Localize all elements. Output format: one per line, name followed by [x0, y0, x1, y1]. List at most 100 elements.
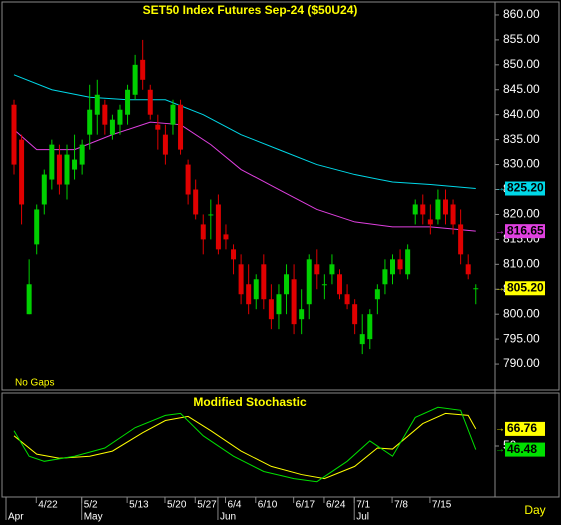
y-tick-label: 860.00: [503, 7, 540, 21]
candle-body: [102, 104, 108, 125]
value-label-bg: [505, 421, 545, 436]
candle-body: [321, 284, 327, 286]
candle-body: [367, 314, 373, 340]
y-tick-label: 830.00: [503, 157, 540, 171]
candle-body: [200, 224, 206, 240]
candle-body: [185, 164, 191, 195]
x-tick-label: 7/1: [356, 500, 370, 511]
candle-body: [261, 264, 267, 300]
candle-body: [56, 154, 62, 185]
candle-body: [458, 224, 464, 255]
label-arrow: →: [495, 226, 505, 237]
value-label: 816.65: [507, 223, 544, 237]
candle-body: [442, 199, 448, 215]
y-tick-label: 810.00: [503, 256, 540, 270]
value-label: 66.76: [507, 421, 537, 435]
candle-body: [26, 284, 32, 315]
x-tick-label: 5/20: [167, 500, 187, 511]
candle-body: [450, 204, 456, 225]
candle-body: [155, 124, 161, 130]
candle-body: [193, 189, 199, 215]
candle-body: [34, 209, 40, 245]
label-arrow: →: [495, 424, 505, 435]
stoch-title: Modified Stochastic: [193, 395, 307, 409]
candle-body: [147, 89, 153, 115]
chart-title: SET50 Index Futures Sep-24 ($50U24): [143, 3, 358, 17]
candle-body: [49, 144, 55, 180]
x-tick-label: 7/8: [394, 500, 408, 511]
candle-body: [64, 154, 70, 185]
candle-body: [276, 294, 282, 315]
label-arrow: →: [495, 283, 505, 294]
stoch-line: [13, 412, 477, 480]
x-tick-label: 6/24: [326, 500, 346, 511]
candle-body: [314, 264, 320, 275]
candle-body: [352, 304, 358, 325]
candle-body: [473, 288, 479, 290]
x-tick-label: 5/13: [129, 500, 149, 511]
y-tick-label: 835.00: [503, 132, 540, 146]
x-tick-label: 6/17: [296, 500, 316, 511]
candle-body: [87, 109, 93, 135]
candle-body: [268, 299, 274, 320]
candle-body: [223, 234, 229, 240]
y-tick-label: 855.00: [503, 32, 540, 46]
candle-body: [253, 279, 259, 300]
candle-body: [162, 134, 168, 155]
candle-body: [306, 259, 312, 305]
candle-body: [19, 139, 25, 205]
x-tick-label: 5/2: [84, 500, 98, 511]
month-label: May: [84, 512, 103, 523]
candle-body: [215, 204, 221, 250]
candle-body: [337, 274, 343, 295]
candle-body: [465, 264, 471, 275]
candle-body: [238, 264, 244, 295]
candle-body: [412, 204, 418, 215]
x-tick-label: 5/27: [197, 500, 217, 511]
x-tick-label: 6/4: [228, 500, 242, 511]
value-label-bg: [505, 224, 545, 239]
candle-body: [246, 284, 252, 305]
candle-body: [109, 119, 115, 135]
label-arrow: →: [495, 183, 505, 194]
candle-body: [79, 144, 85, 165]
candle-body: [427, 219, 433, 225]
stoch-panel: [1, 392, 560, 498]
label-arrow: →: [495, 444, 505, 455]
y-tick-label: 845.00: [503, 82, 540, 96]
y-tick-label: 820.00: [503, 207, 540, 221]
candle-body: [231, 249, 237, 260]
x-tick-label: 6/10: [258, 500, 278, 511]
value-label-bg: [505, 442, 545, 457]
value-label: 825.20: [507, 181, 544, 195]
y-tick-label: 800.00: [503, 306, 540, 320]
candle-body: [11, 104, 17, 165]
candle-body: [299, 309, 305, 320]
candle-body: [359, 334, 365, 345]
candle-body: [117, 109, 123, 125]
y-tick-label: 795.00: [503, 331, 540, 345]
y-tick-label: 850.00: [503, 57, 540, 71]
price-panel: [1, 1, 560, 391]
value-label: 46.48: [507, 442, 537, 456]
candle-body: [170, 104, 176, 125]
period-label: Day: [524, 503, 545, 517]
candle-body: [208, 214, 214, 216]
value-label-bg: [505, 281, 545, 296]
month-label: Jun: [220, 512, 236, 523]
candle-body: [132, 64, 138, 95]
candle-body: [420, 204, 426, 215]
candle-body: [94, 94, 100, 115]
candle-body: [397, 259, 403, 270]
month-label: Apr: [8, 512, 24, 523]
candle-body: [405, 249, 411, 275]
candle-body: [382, 269, 388, 285]
value-label-bg: [505, 181, 545, 196]
x-tick-label: 4/22: [38, 500, 58, 511]
candle-body: [178, 104, 184, 150]
candle-body: [374, 289, 380, 300]
candle-body: [284, 274, 290, 295]
month-label: Jul: [356, 512, 369, 523]
